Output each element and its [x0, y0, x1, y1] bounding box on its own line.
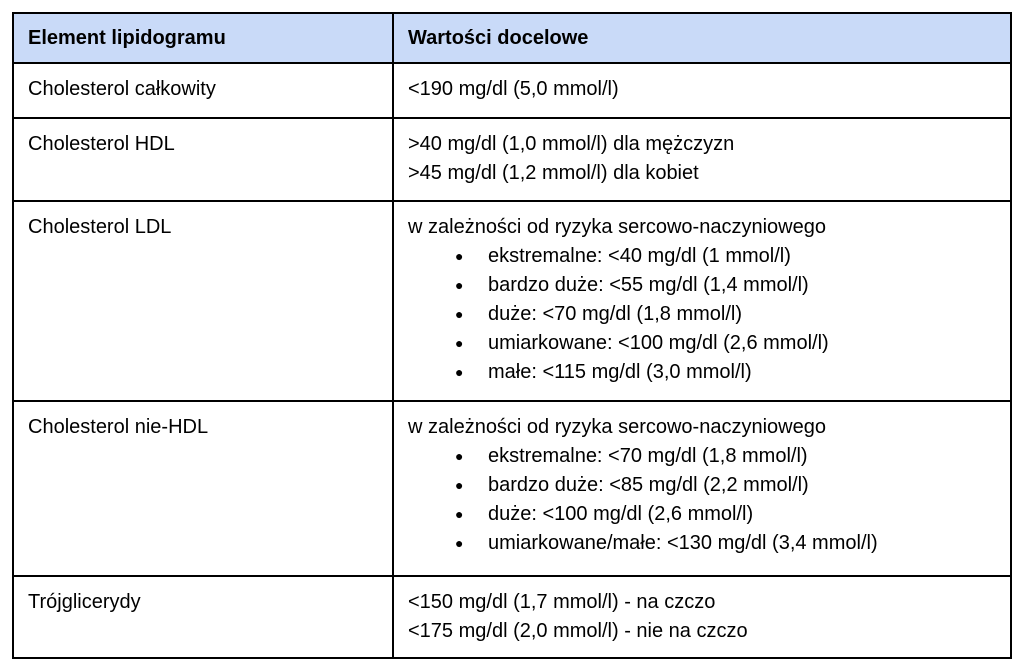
list-item: ● małe: <115 mg/dl (3,0 mmol/l): [455, 358, 996, 387]
value-line: <175 mg/dl (2,0 mmol/l) - nie na czczo: [408, 620, 748, 642]
table-row-trojglicerydy: Trójglicerydy <150 mg/dl (1,7 mmol/l) - …: [12, 575, 1012, 659]
bullet-icon: ●: [455, 364, 464, 380]
value-line: <190 mg/dl (5,0 mmol/l): [408, 78, 619, 100]
list-item: ● bardzo duże: <85 mg/dl (2,2 mmol/l): [455, 471, 996, 500]
bullet-text: duże: <70 mg/dl (1,8 mmol/l): [488, 303, 742, 325]
bullet-icon: ●: [455, 248, 464, 264]
bullet-icon: ●: [455, 306, 464, 322]
bullet-text: małe: <115 mg/dl (3,0 mmol/l): [488, 361, 752, 383]
risk-bullet-list: ● ekstremalne: <40 mg/dl (1 mmol/l) ● bard…: [408, 242, 996, 387]
row-label: Trójglicerydy: [12, 575, 394, 659]
bullet-text: umiarkowane: <100 mg/dl (2,6 mmol/l): [488, 332, 829, 354]
lipidogram-table: Element lipidogramu Wartości docelowe Ch…: [12, 12, 1012, 659]
bullet-text: ekstremalne: <40 mg/dl (1 mmol/l): [488, 245, 791, 267]
bullet-text: ekstremalne: <70 mg/dl (1,8 mmol/l): [488, 445, 808, 467]
table-row-cholesterol-hdl: Cholesterol HDL >40 mg/dl (1,0 mmol/l) d…: [12, 117, 1012, 202]
column-header-element-lipidogramu: Element lipidogramu: [12, 12, 394, 64]
bullet-icon: ●: [455, 335, 464, 351]
row-label: Cholesterol LDL: [12, 200, 394, 402]
row-label: Cholesterol HDL: [12, 117, 394, 202]
value-line: w zależności od ryzyka sercowo-naczyniow…: [408, 416, 826, 438]
row-value: >40 mg/dl (1,0 mmol/l) dla mężczyzn >45 …: [392, 117, 1012, 202]
table-row-cholesterol-ldl: Cholesterol LDL w zależności od ryzyka s…: [12, 200, 1012, 402]
bullet-icon: ●: [455, 535, 464, 551]
value-line: >40 mg/dl (1,0 mmol/l) dla mężczyzn: [408, 133, 735, 155]
bullet-text: umiarkowane/małe: <130 mg/dl (3,4 mmol/l…: [488, 532, 878, 554]
bullet-icon: ●: [455, 277, 464, 293]
list-item: ● ekstremalne: <70 mg/dl (1,8 mmol/l): [455, 442, 996, 471]
bullet-text: duże: <100 mg/dl (2,6 mmol/l): [488, 503, 754, 525]
row-value: w zależności od ryzyka sercowo-naczyniow…: [392, 200, 1012, 402]
list-item: ● duże: <100 mg/dl (2,6 mmol/l): [455, 500, 996, 529]
table-row-cholesterol-nie-hdl: Cholesterol nie-HDL w zależności od ryzy…: [12, 400, 1012, 577]
risk-bullet-list: ● ekstremalne: <70 mg/dl (1,8 mmol/l) ● ba…: [408, 442, 996, 558]
row-value: <150 mg/dl (1,7 mmol/l) - na czczo <175 …: [392, 575, 1012, 659]
bullet-icon: ●: [455, 506, 464, 522]
bullet-icon: ●: [455, 448, 464, 464]
row-value: w zależności od ryzyka sercowo-naczyniow…: [392, 400, 1012, 577]
value-line: <150 mg/dl (1,7 mmol/l) - na czczo: [408, 591, 716, 613]
bullet-text: bardzo duże: <85 mg/dl (2,2 mmol/l): [488, 474, 809, 496]
row-value: <190 mg/dl (5,0 mmol/l): [392, 62, 1012, 119]
value-line: w zależności od ryzyka sercowo-naczyniow…: [408, 216, 826, 238]
value-line: >45 mg/dl (1,2 mmol/l) dla kobiet: [408, 162, 699, 184]
column-header-wartosci-docelowe: Wartości docelowe: [392, 12, 1012, 64]
list-item: ● ekstremalne: <40 mg/dl (1 mmol/l): [455, 242, 996, 271]
row-label: Cholesterol nie-HDL: [12, 400, 394, 577]
list-item: ● umiarkowane/małe: <130 mg/dl (3,4 mmol/…: [455, 529, 996, 558]
list-item: ● umiarkowane: <100 mg/dl (2,6 mmol/l): [455, 329, 996, 358]
bullet-icon: ●: [455, 477, 464, 493]
list-item: ● duże: <70 mg/dl (1,8 mmol/l): [455, 300, 996, 329]
header-row: Element lipidogramu Wartości docelowe: [12, 12, 1012, 64]
row-label: Cholesterol całkowity: [12, 62, 394, 119]
bullet-text: bardzo duże: <55 mg/dl (1,4 mmol/l): [488, 274, 809, 296]
table-row-cholesterol-calkowity: Cholesterol całkowity <190 mg/dl (5,0 mm…: [12, 62, 1012, 119]
list-item: ● bardzo duże: <55 mg/dl (1,4 mmol/l): [455, 271, 996, 300]
